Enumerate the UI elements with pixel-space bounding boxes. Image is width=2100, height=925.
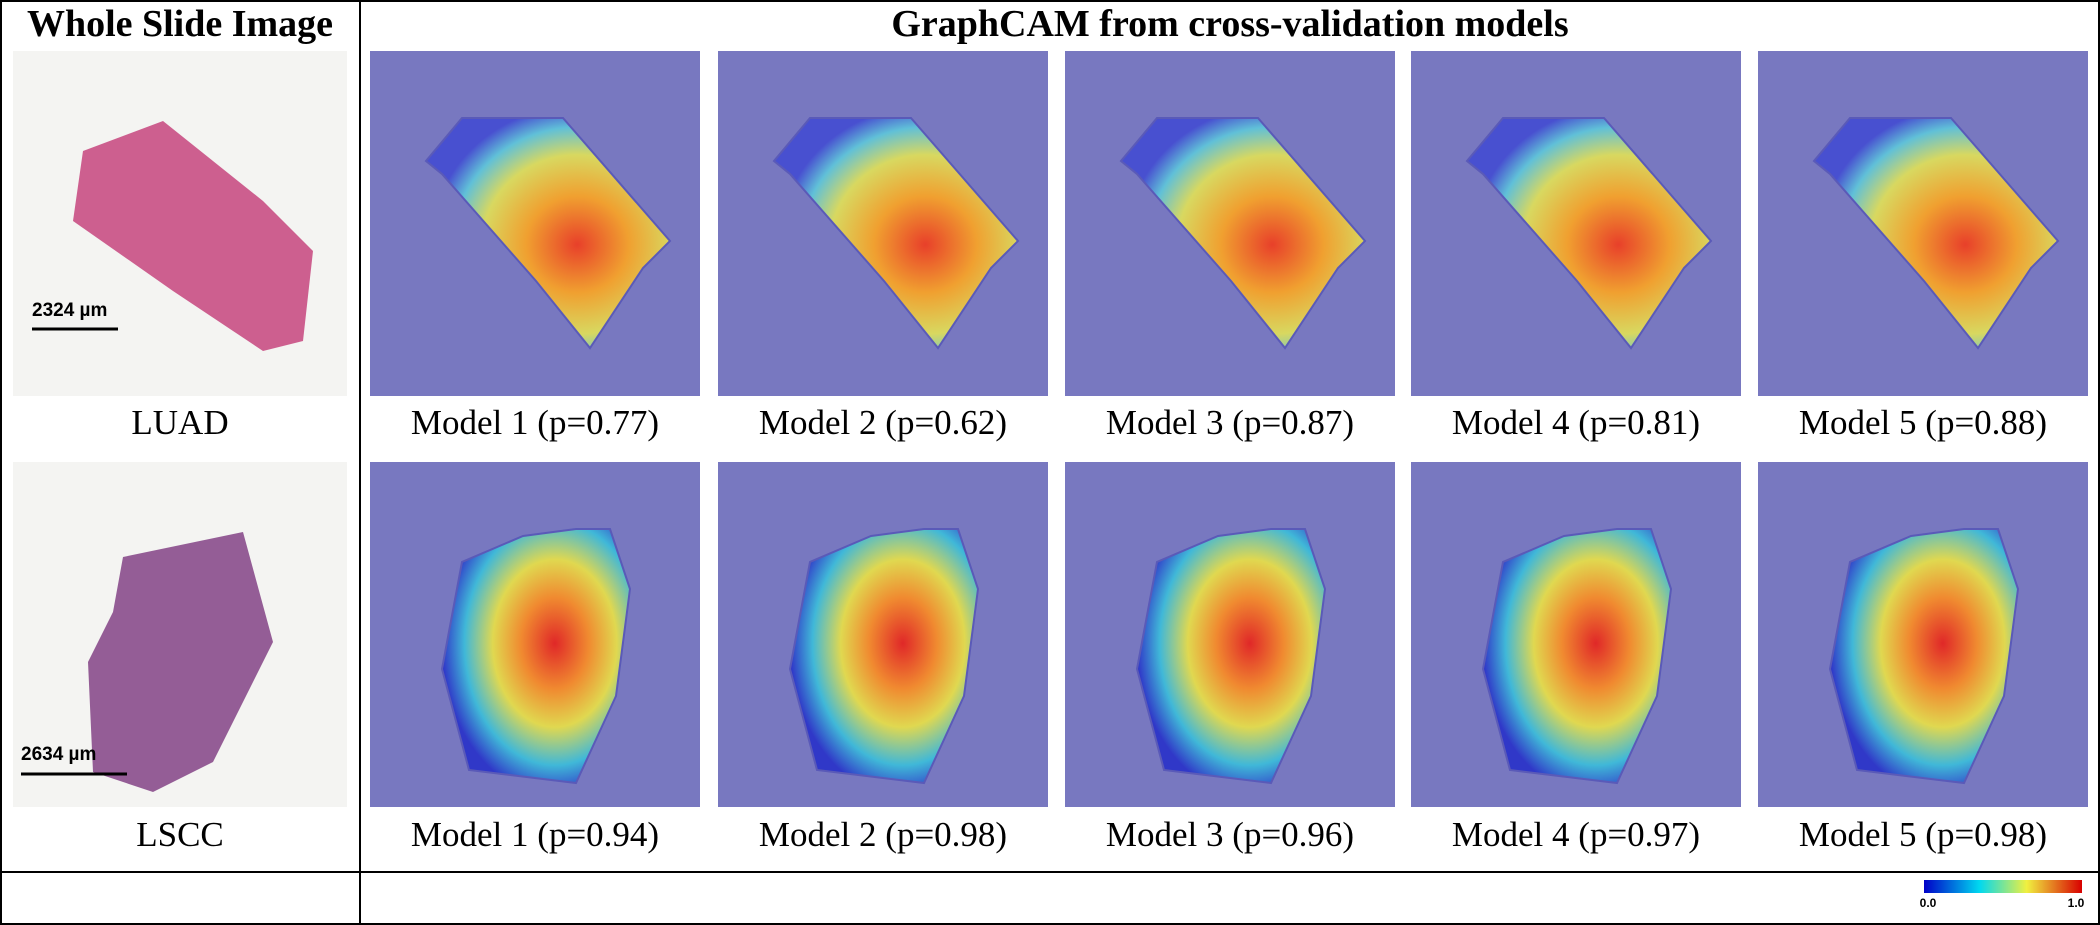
heatmap-region: [1135, 528, 1327, 785]
model-caption: Model 4 (p=0.81): [1452, 403, 1700, 442]
slide-thumbnail: [13, 51, 347, 396]
heatmap-region: [788, 528, 980, 785]
tissue: [73, 121, 313, 351]
model-caption: Model 5 (p=0.98): [1799, 815, 2047, 854]
graphcam-panel: [1411, 51, 1741, 396]
header-right: GraphCAM from cross-validation models: [891, 3, 1568, 45]
model-caption: Model 4 (p=0.97): [1452, 815, 1700, 854]
graphcam-panel: [1411, 462, 1741, 807]
scale-bar-label: 2324 µm: [32, 300, 107, 321]
model-caption: Model 1 (p=0.77): [411, 403, 659, 442]
heatmap-region: [1465, 117, 1713, 350]
heatmap-region: [1828, 528, 2020, 785]
model-caption: Model 5 (p=0.88): [1799, 403, 2047, 442]
header-left: Whole Slide Image: [27, 3, 333, 45]
graphcam-panel: [1065, 51, 1395, 396]
model-caption: Model 3 (p=0.96): [1106, 815, 1354, 854]
graphcam-panel: [370, 462, 700, 807]
heatmap-region: [772, 117, 1020, 350]
model-caption: Model 3 (p=0.87): [1106, 403, 1354, 442]
colorbar-min: 0.0: [1920, 896, 1937, 910]
colorbar: [1924, 880, 2082, 893]
tissue: [88, 532, 273, 792]
graphcam-panel: [1065, 462, 1395, 807]
heatmap-region: [1481, 528, 1673, 785]
model-caption: Model 2 (p=0.98): [759, 815, 1007, 854]
scale-bar-label: 2634 µm: [21, 744, 96, 765]
model-caption: Model 2 (p=0.62): [759, 403, 1007, 442]
model-caption: Model 1 (p=0.94): [411, 815, 659, 854]
graphcam-panel: [1758, 51, 2088, 396]
graphcam-panel: [718, 51, 1048, 396]
heatmap-region: [1119, 117, 1367, 350]
colorbar-max: 1.0: [2068, 896, 2085, 910]
graphcam-panel: [1758, 462, 2088, 807]
heatmap-region: [1812, 117, 2060, 350]
class-label: LUAD: [131, 403, 228, 442]
class-label: LSCC: [136, 815, 224, 854]
heatmap-region: [424, 117, 672, 350]
graphcam-panel: [718, 462, 1048, 807]
heatmap-region: [440, 528, 632, 785]
graphcam-panel: [370, 51, 700, 396]
slide-thumbnail: [13, 462, 347, 807]
